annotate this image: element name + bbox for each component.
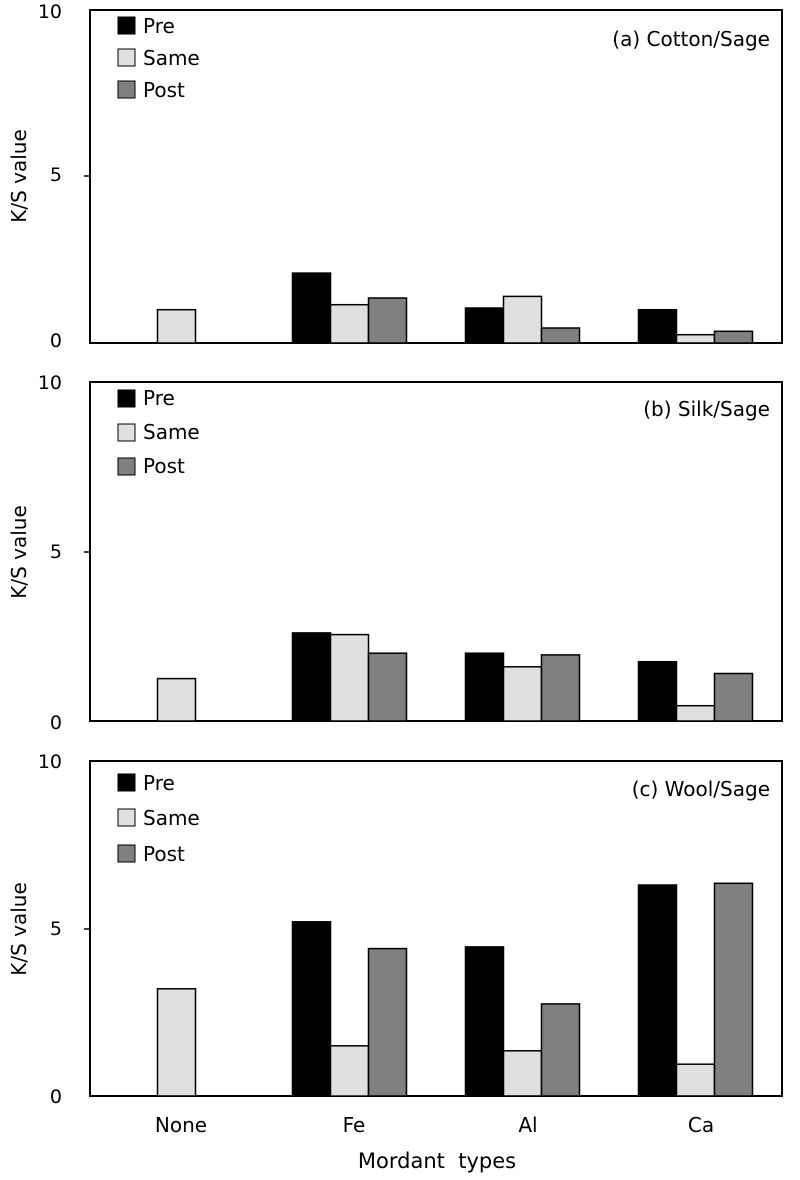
x-axis-label: Mordant types bbox=[358, 1149, 516, 1173]
panel-a-title: (a) Cotton/Sage bbox=[612, 27, 770, 51]
bar-a-ca-post bbox=[713, 330, 754, 344]
x-category-al: Al bbox=[518, 1113, 537, 1137]
legend-swatch-post bbox=[117, 457, 136, 476]
bar-a-fe-post bbox=[367, 297, 408, 344]
legend-label-pre: Pre bbox=[143, 386, 175, 410]
bar-b-al-pre bbox=[464, 652, 505, 722]
panel-b-y-axis-label: K/S value bbox=[7, 505, 31, 599]
bar-c-ca-pre bbox=[637, 884, 678, 1097]
panel-c-ytick-5: 5 bbox=[50, 918, 62, 940]
panel-c-y-axis-label: K/S value bbox=[7, 882, 31, 976]
legend-label-pre: Pre bbox=[143, 14, 175, 38]
legend-swatch-same bbox=[117, 48, 136, 67]
panel-b-ytick-0: 0 bbox=[50, 712, 62, 734]
bar-a-fe-pre bbox=[291, 272, 332, 344]
bar-b-fe-same bbox=[329, 633, 370, 722]
bar-c-ca-post bbox=[713, 882, 754, 1097]
panel-c-ytick-0: 0 bbox=[50, 1086, 62, 1108]
bar-a-ca-pre bbox=[637, 308, 678, 344]
panel-b-title: (b) Silk/Sage bbox=[643, 397, 770, 421]
panel-a-y-axis-label: K/S value bbox=[7, 129, 31, 223]
legend-swatch-pre bbox=[117, 389, 136, 408]
legend-label-same: Same bbox=[143, 806, 200, 830]
panel-b: 0 5 10 K/S value (b) Silk/Sage Pre Same … bbox=[7, 372, 783, 734]
legend-swatch-pre bbox=[117, 773, 136, 792]
x-category-fe: Fe bbox=[343, 1113, 366, 1137]
panel-b-y-axis: 0 5 10 bbox=[38, 372, 90, 734]
legend-swatch-post bbox=[117, 844, 136, 863]
bar-c-none-same bbox=[156, 988, 197, 1097]
panel-a: 0 5 10 K/S value (a) Cotton/Sage Pre Sam… bbox=[7, 1, 783, 352]
panel-a-ytick-5: 5 bbox=[50, 164, 62, 186]
bar-c-al-same bbox=[502, 1050, 543, 1097]
legend-label-post: Post bbox=[143, 842, 185, 866]
bar-b-fe-pre bbox=[291, 632, 332, 722]
panel-c-legend: Pre Same Post bbox=[117, 771, 200, 866]
bar-b-none-same bbox=[156, 677, 197, 722]
bar-a-none-same bbox=[156, 308, 197, 344]
legend-swatch-same bbox=[117, 423, 136, 442]
panel-c: 0 5 10 K/S value (c) Wool/Sage Pre Same … bbox=[7, 751, 783, 1173]
bar-b-ca-pre bbox=[637, 660, 678, 722]
bar-c-fe-same bbox=[329, 1045, 370, 1097]
bar-b-fe-post bbox=[367, 652, 408, 722]
legend-swatch-post bbox=[117, 80, 136, 99]
panel-b-ytick-10: 10 bbox=[38, 372, 62, 394]
bar-a-ca-same bbox=[675, 333, 716, 344]
panel-b-ytick-5: 5 bbox=[50, 541, 62, 563]
x-category-ca: Ca bbox=[688, 1113, 714, 1137]
panel-a-y-axis: 0 5 10 bbox=[38, 1, 90, 352]
panel-c-ytick-10: 10 bbox=[38, 751, 62, 773]
bar-a-al-pre bbox=[464, 307, 505, 344]
bar-c-ca-same bbox=[675, 1063, 716, 1097]
panel-c-bars bbox=[156, 882, 754, 1097]
bar-c-al-pre bbox=[464, 946, 505, 1097]
x-category-none: None bbox=[155, 1113, 207, 1137]
legend-label-same: Same bbox=[143, 420, 200, 444]
bar-b-al-same bbox=[502, 666, 543, 722]
legend-label-pre: Pre bbox=[143, 771, 175, 795]
panel-a-ytick-10: 10 bbox=[38, 1, 62, 23]
panel-b-legend: Pre Same Post bbox=[117, 386, 200, 478]
bar-b-ca-same bbox=[675, 704, 716, 722]
panel-a-bars bbox=[156, 272, 754, 344]
legend-label-post: Post bbox=[143, 454, 185, 478]
bar-a-fe-same bbox=[329, 303, 370, 344]
bar-a-al-post bbox=[540, 327, 581, 344]
legend-swatch-same bbox=[117, 808, 136, 827]
legend-label-post: Post bbox=[143, 78, 185, 102]
panel-b-bars bbox=[156, 632, 754, 722]
bar-b-al-post bbox=[540, 654, 581, 722]
panel-a-ytick-0: 0 bbox=[50, 330, 62, 352]
legend-label-same: Same bbox=[143, 46, 200, 70]
bar-c-fe-pre bbox=[291, 921, 332, 1097]
legend-swatch-pre bbox=[117, 16, 136, 35]
panel-a-legend: Pre Same Post bbox=[117, 14, 200, 102]
panel-c-title: (c) Wool/Sage bbox=[632, 777, 770, 801]
bar-c-fe-post bbox=[367, 947, 408, 1097]
bar-b-ca-post bbox=[713, 672, 754, 722]
panel-a-frame bbox=[89, 9, 783, 344]
bar-c-al-post bbox=[540, 1003, 581, 1097]
panel-c-y-axis: 0 5 10 bbox=[38, 751, 90, 1108]
bar-a-al-same bbox=[502, 295, 543, 344]
